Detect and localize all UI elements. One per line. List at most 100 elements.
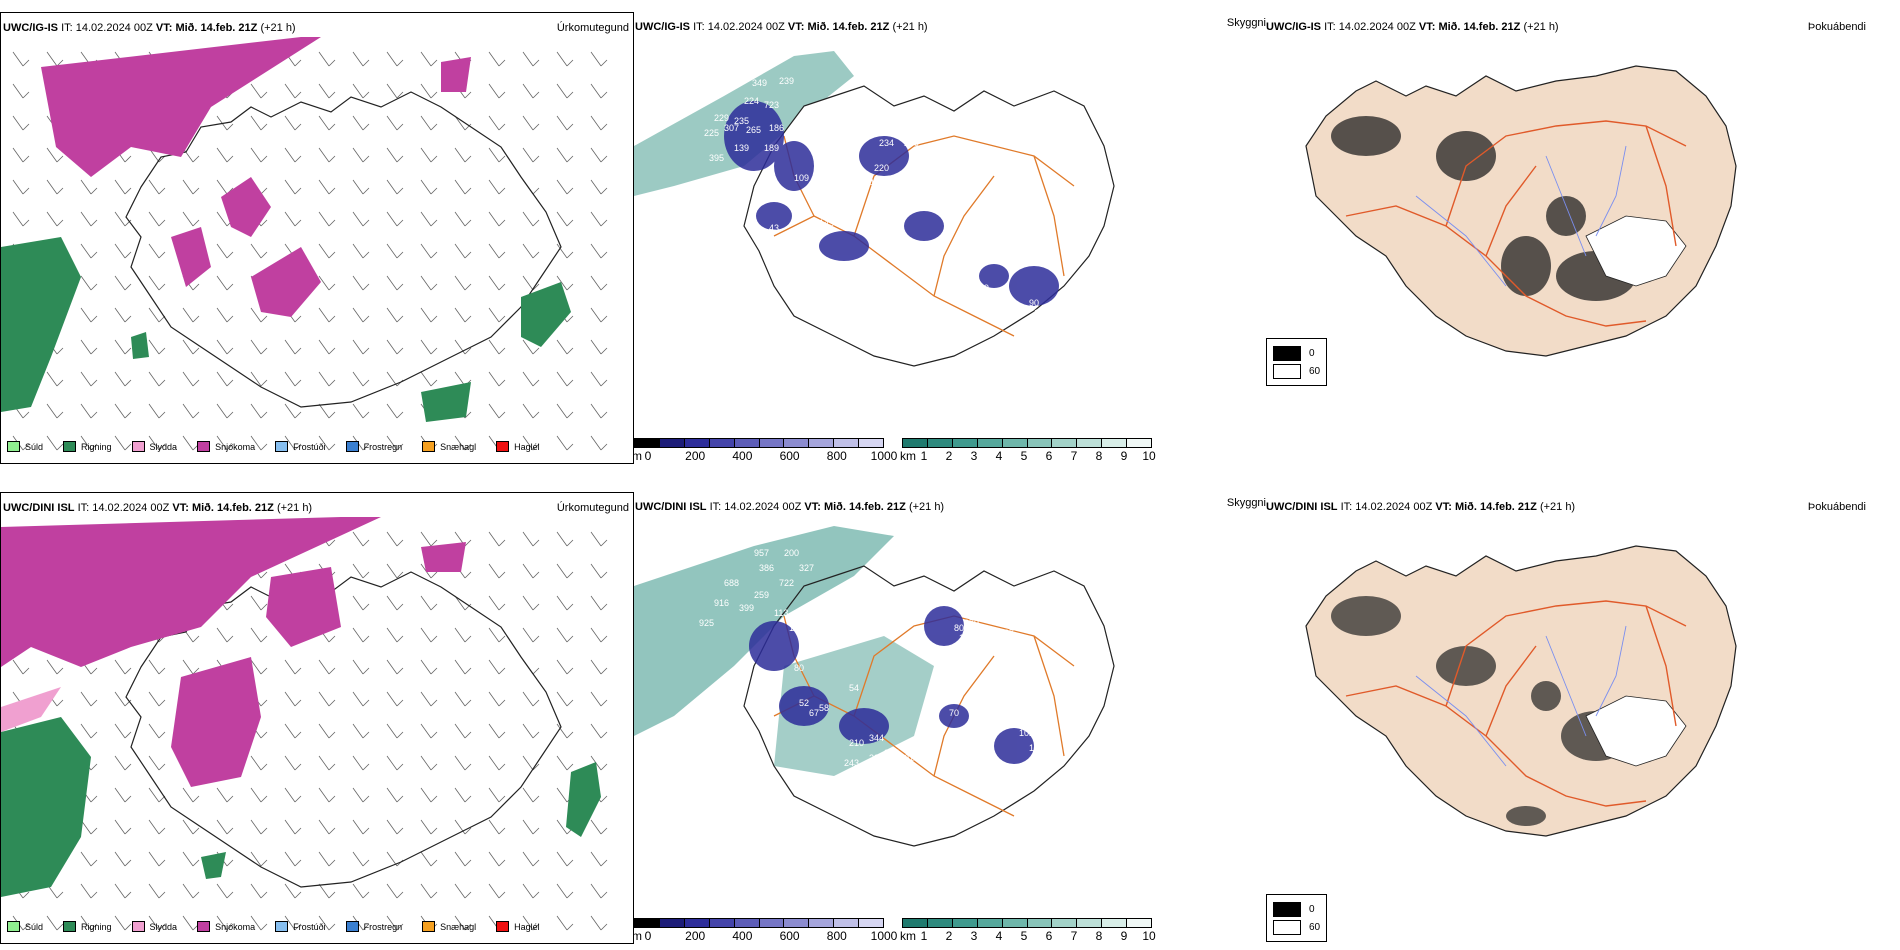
wind-barb <box>216 371 234 387</box>
cloud-base-label: 265 <box>746 125 761 135</box>
wind-barb <box>352 275 370 291</box>
wind-barb <box>556 435 574 451</box>
wind-barb <box>318 883 336 899</box>
wind-barb <box>80 307 98 323</box>
cloud-panel-title: Skyggni <box>1226 17 1266 29</box>
cloud-base-label: 221 <box>854 770 869 780</box>
wind-barb <box>250 883 268 899</box>
wind-barb <box>318 915 336 931</box>
visibility-tick: 9 <box>1120 929 1128 943</box>
wind-barb <box>420 531 438 547</box>
wind-barb <box>590 403 608 419</box>
wind-barb <box>114 691 132 707</box>
cloud-base-label: 210 <box>849 738 864 748</box>
wind-barb <box>114 339 132 355</box>
cloud-base-tick: 600 <box>779 449 800 463</box>
wind-barb <box>488 339 506 355</box>
wind-barb <box>182 179 200 195</box>
cloud-base-label: 221 <box>869 753 884 763</box>
wind-barb <box>284 83 302 99</box>
wind-barb <box>522 787 540 803</box>
visibility-strip <box>902 438 1152 448</box>
wind-barb <box>216 915 234 931</box>
visibility-tick: 8 <box>1095 449 1103 463</box>
wind-barb <box>182 819 200 835</box>
wind-barb <box>590 883 608 899</box>
wind-barb <box>420 307 438 323</box>
cloud-base-strip <box>634 918 884 928</box>
wind-barb <box>182 211 200 227</box>
wind-barb <box>114 915 132 931</box>
wind-barb <box>46 915 64 931</box>
cloud-base-label: 75 <box>954 238 964 248</box>
cloud-base-label: 386 <box>759 563 774 573</box>
panel-header: UWC/IG-IS IT: 14.02.2024 00Z VT: Mið. 14… <box>635 21 928 33</box>
cloud-base-label: 67 <box>809 708 819 718</box>
wind-barb <box>454 755 472 771</box>
precip-type-map <box>1 37 608 451</box>
wind-barb <box>46 403 64 419</box>
wind-barb <box>454 339 472 355</box>
wind-barb <box>590 211 608 227</box>
sleet-area <box>1 687 61 732</box>
wind-barb <box>114 787 132 803</box>
wind-barb <box>352 211 370 227</box>
cloud-patches <box>724 101 1059 306</box>
legend-item-sold: Súld <box>7 441 43 452</box>
wind-barb <box>522 915 540 931</box>
wind-barb <box>522 83 540 99</box>
precip-type-title: Úrkomutegund <box>556 502 629 514</box>
visibility-tick: 10 <box>1142 929 1156 943</box>
visibility-tick: 1 <box>920 929 928 943</box>
wind-barb <box>284 403 302 419</box>
cloud-base-label: 90 <box>1029 298 1039 308</box>
wind-barb <box>352 531 370 547</box>
wind-barb <box>352 115 370 131</box>
cloud-base-label: 259 <box>754 590 769 600</box>
wind-barb <box>148 659 166 675</box>
wind-barb <box>318 83 336 99</box>
wind-barb <box>454 435 472 451</box>
wind-barb <box>590 307 608 323</box>
cloud-base-label: 80 <box>954 623 964 633</box>
wind-barb <box>386 275 404 291</box>
wind-barb <box>318 243 336 259</box>
wind-barb <box>148 179 166 195</box>
wind-barb <box>352 371 370 387</box>
cloud-base-label: 102 <box>1019 728 1034 738</box>
cloud-base-tick: 0 <box>644 449 652 463</box>
wind-barb <box>420 595 438 611</box>
wind-barb <box>12 179 30 195</box>
cloud-base-colorbar: m 0 200 400 600 800 1000 <box>634 438 897 463</box>
wind-barb <box>182 307 200 323</box>
wind-barb <box>590 179 608 195</box>
wind-barb <box>386 115 404 131</box>
wind-barb <box>556 691 574 707</box>
wind-barb <box>522 403 540 419</box>
wind-barb <box>420 243 438 259</box>
wind-barb <box>590 819 608 835</box>
rain-area <box>566 762 601 837</box>
legend-item-snjokoma: Snjókoma <box>197 441 255 452</box>
snow-area <box>171 227 211 287</box>
wind-barb <box>590 723 608 739</box>
rain-area <box>131 332 149 359</box>
cloud-base-label: 399 <box>739 603 754 613</box>
wind-barb <box>590 115 608 131</box>
fog-key: 0 60 <box>1266 894 1328 942</box>
wind-barb <box>114 211 132 227</box>
cloud-base-label: 198 <box>804 608 819 618</box>
it-label: IT: <box>61 22 73 34</box>
wind-barb <box>522 691 540 707</box>
rain-area <box>421 382 471 422</box>
wind-barb <box>420 819 438 835</box>
wind-barb <box>488 755 506 771</box>
wind-barb <box>12 51 30 67</box>
wind-barb <box>80 723 98 739</box>
vt-value: Mið. 14.feb. 21Z <box>175 22 258 34</box>
wind-barb <box>284 115 302 131</box>
